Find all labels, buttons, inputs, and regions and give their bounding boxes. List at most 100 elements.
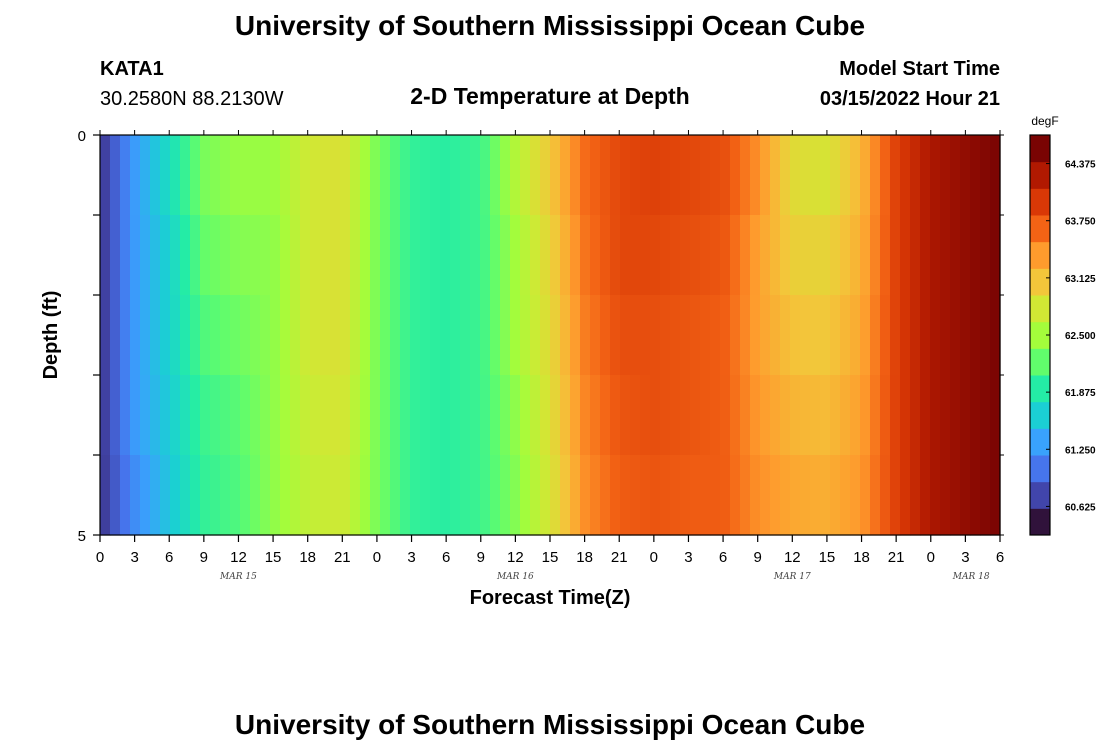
heatmap-cell xyxy=(170,455,181,536)
heatmap-cell xyxy=(610,135,621,216)
heatmap-cell xyxy=(210,375,221,456)
heatmap-cell xyxy=(940,135,951,216)
heatmap-cell xyxy=(150,455,161,536)
heatmap-cell xyxy=(990,375,1001,456)
heatmap-cell xyxy=(550,295,561,376)
heatmap-cell xyxy=(280,295,291,376)
colorbar-swatch xyxy=(1030,455,1050,483)
heatmap-cell xyxy=(390,135,401,216)
heatmap-cell xyxy=(290,135,301,216)
heatmap-cell xyxy=(550,375,561,456)
heatmap-cell xyxy=(800,135,811,216)
heatmap-cell xyxy=(860,375,871,456)
heatmap-cell xyxy=(310,455,321,536)
heatmap-cell xyxy=(230,375,241,456)
heatmap-cell xyxy=(120,215,131,296)
heatmap-cell xyxy=(180,215,191,296)
heatmap-cell xyxy=(570,295,581,376)
heatmap-cell xyxy=(420,295,431,376)
heatmap-cell xyxy=(770,455,781,536)
heatmap-cell xyxy=(300,375,311,456)
heatmap-cells xyxy=(100,135,1001,536)
heatmap-cell xyxy=(870,215,881,296)
heatmap-cell xyxy=(470,455,481,536)
heatmap-cell xyxy=(770,375,781,456)
heatmap-cell xyxy=(960,375,971,456)
heatmap-cell xyxy=(250,455,261,536)
heatmap-cell xyxy=(340,375,351,456)
heatmap-cell xyxy=(880,295,891,376)
heatmap-cell xyxy=(690,135,701,216)
heatmap-cell xyxy=(410,215,421,296)
x-tick-label: 0 xyxy=(927,549,935,566)
heatmap-cell xyxy=(600,455,611,536)
heatmap-cell xyxy=(570,215,581,296)
heatmap-cell xyxy=(200,295,211,376)
heatmap-cell xyxy=(940,455,951,536)
chart-subtitle: 2-D Temperature at Depth xyxy=(410,83,689,109)
model-start-label: Model Start Time xyxy=(839,58,1000,80)
heatmap-cell xyxy=(450,135,461,216)
heatmap-cell xyxy=(430,215,441,296)
heatmap-cell xyxy=(290,455,301,536)
heatmap-cell xyxy=(690,455,701,536)
heatmap-cell xyxy=(600,375,611,456)
heatmap-cell xyxy=(260,215,271,296)
heatmap-cell xyxy=(230,215,241,296)
heatmap-cell xyxy=(260,375,271,456)
heatmap-cell xyxy=(100,215,111,296)
heatmap-cell xyxy=(540,215,551,296)
heatmap-cell xyxy=(680,295,691,376)
heatmap-cell xyxy=(620,295,631,376)
heatmap-cell xyxy=(250,215,261,296)
heatmap-cell xyxy=(540,455,551,536)
heatmap-cell xyxy=(660,455,671,536)
heatmap-cell xyxy=(200,215,211,296)
heatmap-cell xyxy=(330,455,341,536)
heatmap-cell xyxy=(940,295,951,376)
heatmap-cell xyxy=(830,375,841,456)
heatmap-cell xyxy=(280,135,291,216)
heatmap-cell xyxy=(630,135,641,216)
heatmap-cell xyxy=(200,375,211,456)
heatmap-cell xyxy=(700,215,711,296)
heatmap-cell xyxy=(990,455,1001,536)
heatmap-cell xyxy=(500,135,511,216)
heatmap-cell xyxy=(290,375,301,456)
heatmap-cell xyxy=(330,215,341,296)
heatmap-cell xyxy=(650,455,661,536)
heatmap-cell xyxy=(990,135,1001,216)
heatmap-cell xyxy=(930,455,941,536)
x-tick-label: 21 xyxy=(334,549,351,566)
heatmap-cell xyxy=(970,455,981,536)
heatmap-cell xyxy=(770,215,781,296)
heatmap-cell xyxy=(120,295,131,376)
heatmap-cell xyxy=(910,375,921,456)
heatmap-cell xyxy=(550,455,561,536)
colorbar: 60.625 61.250 61.875 62.500 63.125 63.750 64.3… xyxy=(1029,134,1096,536)
heatmap-cell xyxy=(740,455,751,536)
heatmap-cell xyxy=(630,295,641,376)
heatmap-cell xyxy=(840,215,851,296)
heatmap-cell xyxy=(980,135,991,216)
heatmap-cell xyxy=(540,375,551,456)
x-tick-label: 21 xyxy=(888,549,905,566)
heatmap-cell xyxy=(800,375,811,456)
heatmap-cell xyxy=(370,215,381,296)
heatmap-cell xyxy=(190,455,201,536)
heatmap-cell xyxy=(740,135,751,216)
heatmap-cell xyxy=(910,455,921,536)
heatmap-cell xyxy=(310,295,321,376)
heatmap-cell xyxy=(140,215,151,296)
heatmap-cell xyxy=(440,135,451,216)
heatmap-cell xyxy=(680,135,691,216)
heatmap-cell xyxy=(170,375,181,456)
heatmap-cell xyxy=(320,455,331,536)
heatmap-cell xyxy=(600,135,611,216)
heatmap-cell xyxy=(320,215,331,296)
heatmap-cell xyxy=(280,455,291,536)
heatmap-cell xyxy=(270,455,281,536)
heatmap-cell xyxy=(410,295,421,376)
heatmap-cell xyxy=(500,455,511,536)
heatmap-cell xyxy=(900,295,911,376)
